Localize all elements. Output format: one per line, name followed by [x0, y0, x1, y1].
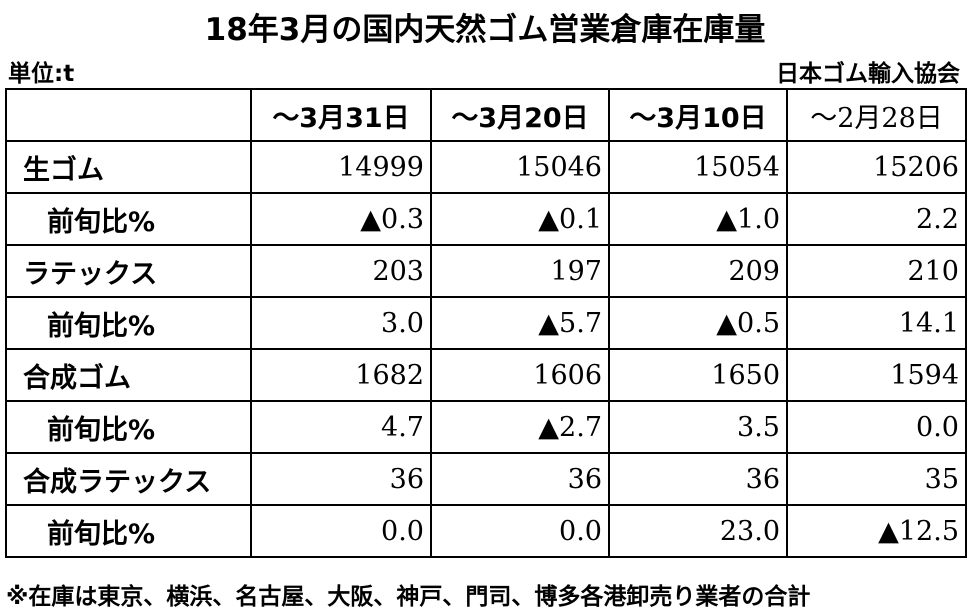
- row-label: 前旬比%: [5, 400, 252, 454]
- footnote: ※在庫は東京、横浜、名古屋、大阪、神戸、門司、博多各港卸売り業者の合計: [6, 584, 811, 610]
- header-row: ～3月31日 ～3月20日 ～3月10日 ～2月28日: [5, 88, 967, 142]
- cell: ▲5.7: [430, 296, 610, 350]
- cell: 3.5: [608, 400, 788, 454]
- cell: ▲2.7: [430, 400, 610, 454]
- cell: ▲0.3: [250, 192, 432, 246]
- row-label: ラテックス: [5, 244, 252, 298]
- cell: 3.0: [250, 296, 432, 350]
- cell: 2.2: [786, 192, 967, 246]
- table-row: 合成ゴム 1682 1606 1650 1594: [5, 348, 967, 402]
- row-label: 前旬比%: [5, 504, 252, 558]
- cell: 36: [608, 452, 788, 506]
- cell: 197: [430, 244, 610, 298]
- column-header: ～3月10日: [608, 88, 788, 142]
- cell: ▲12.5: [786, 504, 967, 558]
- source: 日本ゴム輸入協会: [776, 61, 960, 87]
- column-header: ～3月20日: [430, 88, 610, 142]
- cell: 1650: [608, 348, 788, 402]
- table-row: 前旬比% 4.7 ▲2.7 3.5 0.0: [5, 400, 967, 454]
- cell: 14999: [250, 140, 432, 194]
- title: 18年3月の国内天然ゴム営業倉庫在庫量: [204, 12, 766, 48]
- cell: 209: [608, 244, 788, 298]
- cell: ▲1.0: [608, 192, 788, 246]
- cell: 0.0: [430, 504, 610, 558]
- cell: 35: [786, 452, 967, 506]
- cell: ▲0.5: [608, 296, 788, 350]
- table-row: 前旬比% ▲0.3 ▲0.1 ▲1.0 2.2: [5, 192, 967, 246]
- table-row: ラテックス 203 197 209 210: [5, 244, 967, 298]
- cell: 15206: [786, 140, 967, 194]
- table-row: 合成ラテックス 36 36 36 35: [5, 452, 967, 506]
- table-row: 生ゴム 14999 15046 15054 15206: [5, 140, 967, 194]
- row-label: 前旬比%: [5, 296, 252, 350]
- table: ～3月31日 ～3月20日 ～3月10日 ～2月28日 生ゴム 14999 15046 150…: [5, 88, 967, 558]
- cell: 210: [786, 244, 967, 298]
- cell: 0.0: [250, 504, 432, 558]
- row-label: 合成ゴム: [5, 348, 252, 402]
- cell: 1594: [786, 348, 967, 402]
- table-row: 前旬比% 3.0 ▲5.7 ▲0.5 14.1: [5, 296, 967, 350]
- cell: 15054: [608, 140, 788, 194]
- cell: 0.0: [786, 400, 967, 454]
- cell: 203: [250, 244, 432, 298]
- cell: 15046: [430, 140, 610, 194]
- cell: 1606: [430, 348, 610, 402]
- unit: 単位:t: [8, 61, 75, 87]
- cell: 36: [430, 452, 610, 506]
- corner-cell: [5, 88, 252, 142]
- row-label: 生ゴム: [5, 140, 252, 194]
- cell: 14.1: [786, 296, 967, 350]
- column-header: ～3月31日: [250, 88, 432, 142]
- cell: 4.7: [250, 400, 432, 454]
- cell: 36: [250, 452, 432, 506]
- cell: 23.0: [608, 504, 788, 558]
- cell: 1682: [250, 348, 432, 402]
- table-row: 前旬比% 0.0 0.0 23.0 ▲12.5: [5, 504, 967, 558]
- row-label: 前旬比%: [5, 192, 252, 246]
- row-label: 合成ラテックス: [5, 452, 252, 506]
- cell: ▲0.1: [430, 192, 610, 246]
- column-header: ～2月28日: [786, 88, 967, 142]
